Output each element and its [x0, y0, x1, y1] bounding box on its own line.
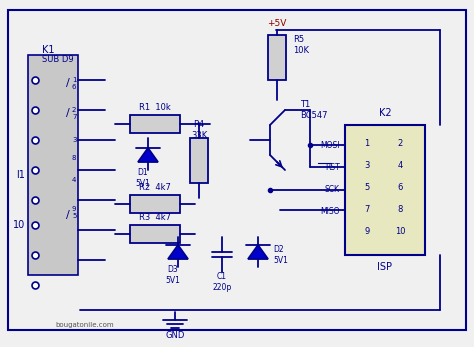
Text: K2: K2 [379, 108, 392, 118]
Text: SCK: SCK [325, 185, 340, 194]
Text: 10: 10 [13, 220, 25, 230]
Text: 7: 7 [365, 204, 370, 213]
Polygon shape [168, 245, 188, 259]
Text: R4
33K: R4 33K [191, 120, 207, 140]
Bar [28, 55, 78, 275]
Text: l1: l1 [16, 170, 25, 180]
Text: /: / [66, 78, 70, 88]
Text: D2
5V1: D2 5V1 [273, 245, 288, 265]
Bar [130, 195, 180, 213]
Text: R3  4k7: R3 4k7 [139, 212, 171, 221]
Text: C1
220p: C1 220p [212, 272, 232, 292]
Polygon shape [248, 245, 268, 259]
Text: 2
7: 2 7 [72, 107, 76, 119]
Bar [190, 138, 208, 183]
Text: 3: 3 [72, 137, 76, 143]
Text: +5V: +5V [267, 18, 287, 27]
Text: ISP: ISP [377, 262, 392, 272]
Text: R1  10k: R1 10k [139, 102, 171, 111]
Text: 1
6: 1 6 [72, 76, 76, 90]
Text: bougatonile.com: bougatonile.com [55, 322, 114, 328]
Bar [130, 225, 180, 243]
Text: 1: 1 [365, 138, 370, 147]
Text: /: / [66, 108, 70, 118]
Text: RST: RST [325, 162, 340, 171]
Text: 9
5: 9 5 [72, 205, 76, 219]
Text: 6: 6 [397, 183, 403, 192]
Text: D1
5V1: D1 5V1 [136, 168, 150, 188]
Text: T1
BC547: T1 BC547 [300, 100, 328, 120]
Bar [130, 115, 180, 133]
Text: 2: 2 [397, 138, 402, 147]
Text: MOSI: MOSI [320, 141, 340, 150]
Text: 5: 5 [365, 183, 370, 192]
Polygon shape [138, 148, 158, 162]
Text: 4: 4 [397, 161, 402, 169]
Text: 8: 8 [397, 204, 403, 213]
Text: 3: 3 [365, 161, 370, 169]
Text: 9: 9 [365, 227, 370, 236]
Text: 4: 4 [72, 177, 76, 183]
Text: /: / [66, 210, 70, 220]
Text: 10: 10 [395, 227, 405, 236]
Text: R5
10K: R5 10K [293, 35, 309, 55]
Bar [268, 35, 286, 80]
Text: D3
5V1: D3 5V1 [165, 265, 181, 285]
Text: GND: GND [165, 331, 185, 340]
Text: SUB D9: SUB D9 [42, 55, 74, 64]
Text: K1: K1 [42, 45, 55, 55]
Text: 8: 8 [72, 155, 76, 161]
Text: MISO: MISO [320, 206, 340, 215]
Text: R2  4k7: R2 4k7 [139, 183, 171, 192]
Bar [345, 125, 425, 255]
